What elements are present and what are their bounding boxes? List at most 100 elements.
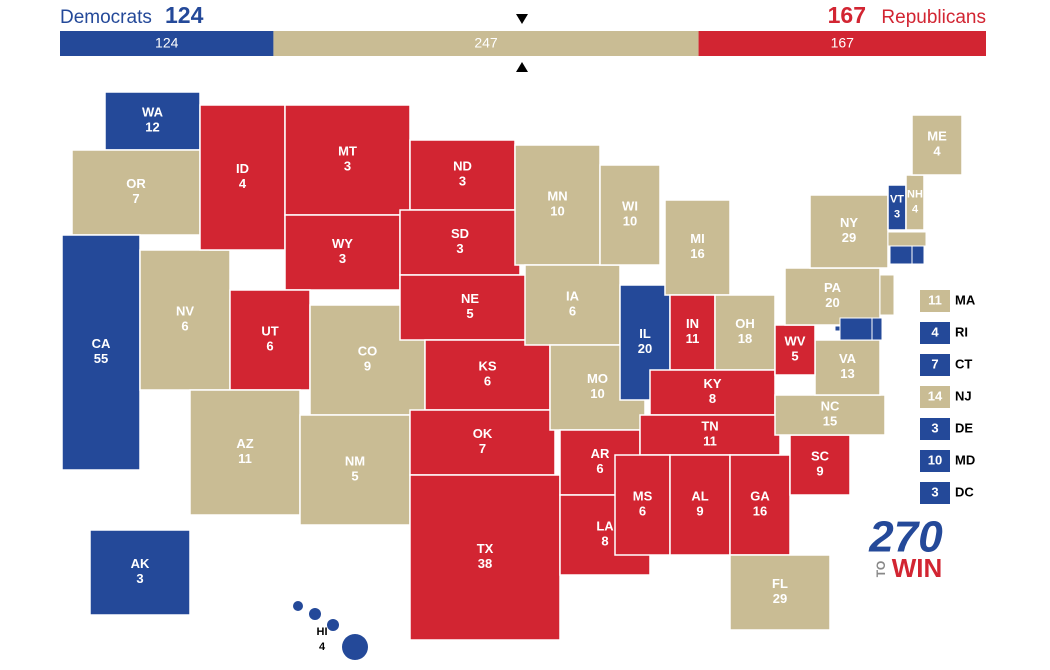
state-votes: 5: [466, 306, 473, 321]
state-abbr: ND: [453, 158, 472, 173]
state-abbr: NV: [176, 303, 194, 318]
state-shape: [911, 245, 925, 265]
rep-name: Republicans: [881, 7, 986, 28]
small-state-votes: 11: [928, 292, 942, 307]
state-votes: 12: [145, 119, 159, 134]
state-shape: [729, 554, 831, 631]
state-abbr: KY: [703, 376, 721, 391]
state-abbr: MO: [587, 371, 608, 386]
state-abbr: CO: [358, 343, 378, 358]
state-abbr: OR: [126, 176, 146, 191]
state-votes: 6: [266, 338, 273, 353]
small-state-abbr: DC: [955, 484, 974, 499]
state-shape: [424, 339, 551, 411]
bar-segment: [698, 31, 986, 56]
bar-label: 247: [474, 35, 498, 51]
state-abbr: NY: [840, 215, 858, 230]
state-abbr: VT: [890, 193, 904, 205]
state-shape: [809, 194, 889, 269]
state-shape: [879, 274, 895, 316]
rep-total: 167: [828, 2, 866, 28]
state-votes: 11: [238, 451, 252, 466]
state-votes: 15: [823, 413, 837, 428]
state-abbr: OH: [735, 316, 755, 331]
state-votes: 13: [840, 366, 854, 381]
marker-up: [516, 62, 528, 72]
state-shape: [139, 249, 231, 391]
small-state-votes: 3: [931, 420, 938, 435]
state-abbr: AK: [131, 556, 150, 571]
state-votes: 5: [791, 348, 798, 363]
state-votes: 3: [456, 241, 463, 256]
small-state-abbr: CT: [955, 356, 972, 371]
logo-number: 270: [868, 513, 943, 562]
state-votes: 3: [339, 251, 346, 266]
state-votes: 29: [773, 591, 787, 606]
state-shape: [399, 209, 521, 276]
state-votes: 6: [181, 318, 188, 333]
state-shape: [911, 114, 963, 176]
state-votes: 29: [842, 230, 856, 245]
state-abbr: NE: [461, 291, 479, 306]
state-votes: 11: [703, 433, 717, 448]
state-shape: [399, 274, 541, 341]
state-votes: 3: [344, 158, 351, 173]
state-votes: 6: [596, 461, 603, 476]
state-shape: [887, 231, 927, 247]
state-shape: [409, 409, 556, 476]
state-abbr: HI: [317, 626, 328, 638]
state-shape: [889, 245, 913, 265]
state-shape: [284, 104, 411, 216]
small-state-abbr: MA: [955, 292, 976, 307]
state-abbr: OK: [473, 426, 493, 441]
small-state-votes: 10: [928, 452, 942, 467]
state-shape: [871, 317, 883, 341]
state-shape: [729, 454, 791, 556]
state-abbr: ME: [927, 128, 947, 143]
state-abbr: SD: [451, 226, 469, 241]
state-votes: 55: [94, 351, 108, 366]
state-shape: [649, 369, 776, 416]
state-shape: [664, 199, 731, 296]
state-shape: [61, 234, 141, 471]
bar-segment: [273, 31, 699, 56]
state-abbr: UT: [261, 323, 278, 338]
state-votes: 6: [639, 503, 646, 518]
state-abbr: AZ: [236, 436, 253, 451]
state-shape: [669, 294, 716, 371]
small-state-box: [920, 322, 950, 344]
state-shape: [774, 324, 816, 376]
state-abbr: NM: [345, 453, 365, 468]
small-state-box: [920, 482, 950, 504]
state-abbr: IA: [566, 288, 580, 303]
state-abbr: KS: [478, 358, 496, 373]
state-votes: 8: [709, 391, 716, 406]
bar-label: 167: [831, 35, 855, 51]
bar-label: 124: [155, 35, 179, 51]
small-state-abbr: MD: [955, 452, 975, 467]
state-shape: [189, 389, 301, 516]
state-abbr: SC: [811, 448, 830, 463]
state-votes: 9: [816, 463, 823, 478]
small-state-abbr: NJ: [955, 388, 972, 403]
state-shape: [299, 414, 411, 526]
state-shape: [89, 529, 191, 616]
state-abbr: GA: [750, 488, 770, 503]
small-state-box: [920, 450, 950, 472]
state-votes: 10: [550, 203, 564, 218]
state-votes: 4: [319, 641, 326, 653]
state-shape: [284, 214, 401, 291]
state-shape: [614, 454, 671, 556]
state-abbr: IN: [686, 316, 699, 331]
state-votes: 4: [912, 203, 919, 215]
state-shape: [524, 264, 621, 346]
state-votes: 3: [136, 571, 143, 586]
state-abbr: NC: [821, 398, 840, 413]
state-abbr: IL: [639, 326, 651, 341]
small-state-votes: 4: [931, 324, 939, 339]
state-abbr: MS: [633, 488, 653, 503]
state-votes: 7: [132, 191, 139, 206]
state-abbr: CA: [92, 336, 111, 351]
bar-segment: [60, 31, 274, 56]
small-state-box: [920, 354, 950, 376]
